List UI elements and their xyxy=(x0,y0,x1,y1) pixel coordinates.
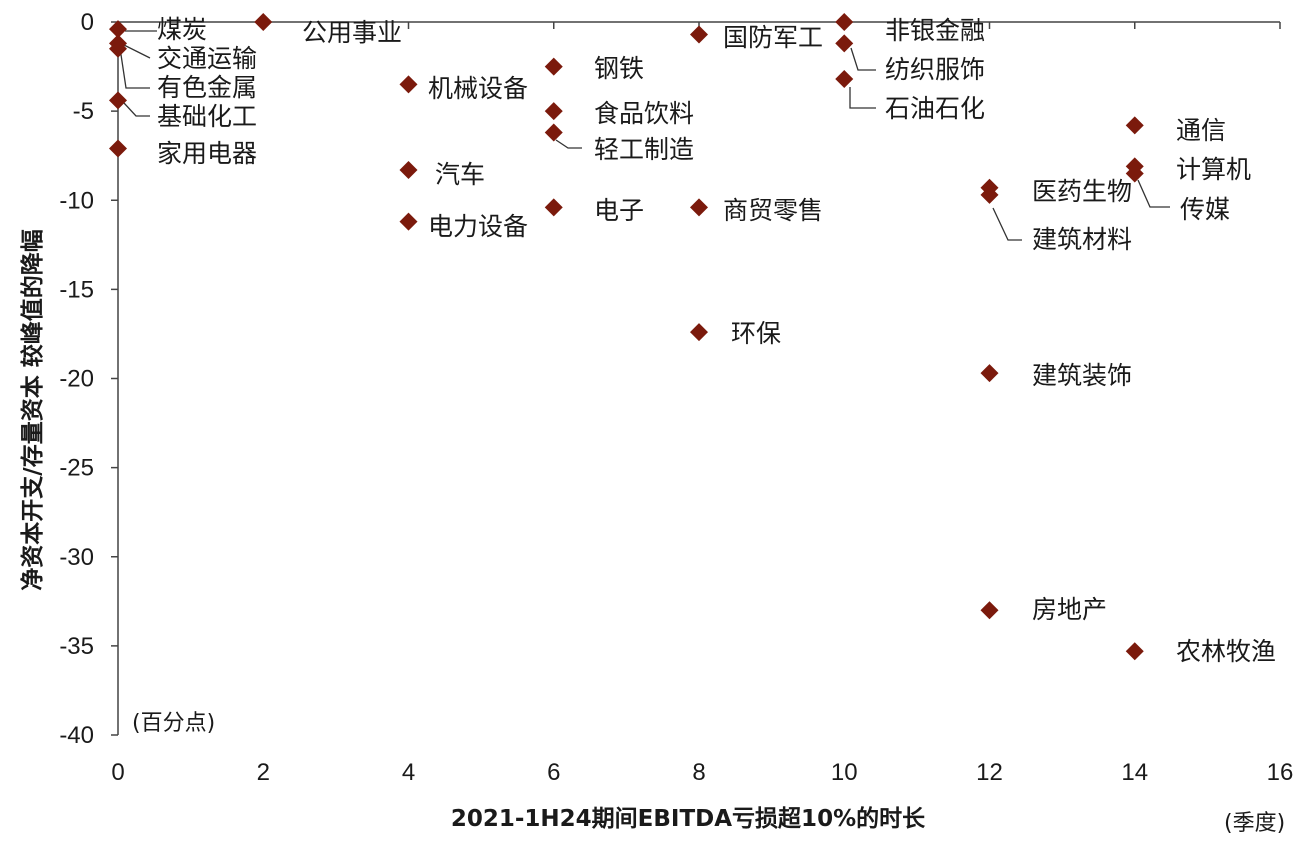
point-label: 建筑材料 xyxy=(1032,225,1132,254)
x-tick-label: 12 xyxy=(976,759,1003,786)
y-tick-label: -40 xyxy=(59,722,94,749)
data-point-marker xyxy=(980,601,999,620)
point-label: 有色金属 xyxy=(157,73,257,102)
data-point-marker xyxy=(399,212,418,231)
data-point-marker xyxy=(544,198,563,217)
x-axis-title: 2021-1H24期间EBITDA亏损超10%的时长 xyxy=(451,805,926,832)
point-label: 公用事业 xyxy=(302,18,402,47)
leader-line xyxy=(850,47,876,71)
leader-lines xyxy=(119,30,1170,241)
data-point-marker xyxy=(835,13,854,31)
point-label: 农林牧渔 xyxy=(1176,637,1276,666)
data-point-marker xyxy=(544,123,563,142)
point-label: 轻工制造 xyxy=(594,135,694,164)
data-point-marker xyxy=(544,57,563,76)
y-tick-label: -15 xyxy=(59,276,94,303)
data-point-marker xyxy=(109,91,127,110)
data-point-marker xyxy=(399,75,418,94)
point-label: 房地产 xyxy=(1032,595,1107,624)
point-label: 纺织服饰 xyxy=(885,55,985,84)
point-label: 商贸零售 xyxy=(723,196,823,225)
y-tick-label: -25 xyxy=(59,455,94,482)
data-point-marker xyxy=(835,70,854,89)
leader-line xyxy=(1137,179,1170,208)
leader-line xyxy=(119,42,151,59)
x-tick-label: 0 xyxy=(111,759,124,786)
point-label: 钢铁 xyxy=(594,54,644,83)
point-label: 计算机 xyxy=(1176,155,1251,184)
data-point-marker xyxy=(544,102,563,121)
point-label: 医药生物 xyxy=(1032,177,1132,206)
point-label: 基础化工 xyxy=(157,102,257,131)
point-label: 环保 xyxy=(731,319,781,348)
data-point-marker xyxy=(399,160,418,179)
leader-line xyxy=(119,47,150,89)
data-point-marker xyxy=(980,185,999,204)
data-points xyxy=(109,13,1144,661)
leader-line xyxy=(992,207,1022,241)
point-label: 石油石化 xyxy=(885,94,985,123)
data-point-marker xyxy=(690,323,708,342)
data-point-marker xyxy=(109,139,127,158)
point-label: 家用电器 xyxy=(157,139,257,168)
point-label: 汽车 xyxy=(435,160,485,189)
y-tick-label: -10 xyxy=(59,187,94,214)
axes: 0 2 4 6 8 10 12 14 16 0 -5 -10 -15 -20 -25 -30 -35 -40 xyxy=(59,9,1293,786)
x-tick-label: 10 xyxy=(831,759,858,786)
y-tick-label: -20 xyxy=(59,366,94,393)
data-point-marker xyxy=(690,198,708,217)
y-tick-label: -5 xyxy=(73,98,94,125)
leader-line xyxy=(123,102,150,117)
data-point-marker xyxy=(690,25,708,44)
data-point-marker xyxy=(1125,116,1144,135)
x-tick-label: 4 xyxy=(402,759,415,786)
x-tick-label: 6 xyxy=(547,759,560,786)
x-tick-label: 8 xyxy=(692,759,705,786)
data-point-marker xyxy=(835,34,854,53)
x-tick-label: 16 xyxy=(1267,759,1294,786)
leader-line xyxy=(849,87,876,109)
point-label: 食品饮料 xyxy=(594,99,694,128)
data-point-marker xyxy=(980,364,999,383)
point-label: 建筑装饰 xyxy=(1032,361,1132,390)
y-tick-label: -35 xyxy=(59,633,94,660)
y-axis-unit: (百分点) xyxy=(132,711,215,736)
y-tick-label: -30 xyxy=(59,544,94,571)
y-tick-label: 0 xyxy=(81,9,94,36)
x-axis-unit: (季度) xyxy=(1224,811,1285,836)
point-label: 通信 xyxy=(1176,116,1226,145)
x-tick-label: 2 xyxy=(257,759,270,786)
point-label: 传媒 xyxy=(1180,195,1230,224)
x-tick-label: 14 xyxy=(1121,759,1148,786)
point-label: 电力设备 xyxy=(428,212,528,241)
data-point-marker xyxy=(1125,164,1144,183)
point-label: 交通运输 xyxy=(157,44,257,73)
data-point-marker xyxy=(254,13,273,31)
point-label: 非银金融 xyxy=(885,16,985,45)
data-point-marker xyxy=(109,20,127,39)
point-label: 煤炭 xyxy=(157,15,207,44)
data-point-marker xyxy=(1125,642,1144,661)
point-label: 电子 xyxy=(594,196,644,225)
data-point-marker xyxy=(109,39,127,58)
y-axis-title: 净资本开支/存量资本 较峰值的降幅 xyxy=(19,229,46,590)
leader-line xyxy=(555,139,582,149)
point-label: 国防军工 xyxy=(723,23,823,52)
point-label: 机械设备 xyxy=(428,74,528,103)
